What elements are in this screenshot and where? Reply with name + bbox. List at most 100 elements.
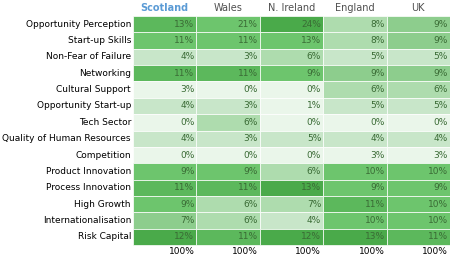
Text: Opportunity Start-up: Opportunity Start-up bbox=[36, 102, 131, 111]
Text: 0%: 0% bbox=[243, 150, 258, 160]
Text: Start-up Skills: Start-up Skills bbox=[68, 36, 131, 45]
Text: 5%: 5% bbox=[434, 52, 448, 61]
Text: 11%: 11% bbox=[238, 36, 258, 45]
Bar bbox=[387, 163, 450, 179]
Bar bbox=[196, 163, 260, 179]
Bar bbox=[260, 179, 323, 196]
Bar bbox=[260, 32, 323, 49]
Bar bbox=[260, 65, 323, 81]
Bar bbox=[323, 131, 387, 147]
Bar bbox=[387, 16, 450, 32]
Text: Opportunity Perception: Opportunity Perception bbox=[26, 20, 131, 29]
Bar bbox=[323, 32, 387, 49]
Bar bbox=[133, 196, 196, 212]
Text: 21%: 21% bbox=[238, 20, 258, 29]
Bar bbox=[260, 16, 323, 32]
Bar bbox=[323, 212, 387, 229]
Text: Non-Fear of Failure: Non-Fear of Failure bbox=[46, 52, 131, 61]
Text: High Growth: High Growth bbox=[75, 200, 131, 208]
Text: Networking: Networking bbox=[79, 69, 131, 78]
Text: 3%: 3% bbox=[370, 150, 385, 160]
Text: 10%: 10% bbox=[364, 216, 385, 225]
Bar bbox=[260, 212, 323, 229]
Text: 9%: 9% bbox=[370, 69, 385, 78]
Text: 9%: 9% bbox=[434, 36, 448, 45]
Text: 4%: 4% bbox=[180, 102, 194, 111]
Text: 0%: 0% bbox=[307, 150, 321, 160]
Bar bbox=[387, 147, 450, 163]
Bar bbox=[387, 196, 450, 212]
Bar bbox=[387, 229, 450, 245]
Text: 9%: 9% bbox=[307, 69, 321, 78]
Text: 3%: 3% bbox=[180, 85, 194, 94]
Text: 11%: 11% bbox=[238, 69, 258, 78]
Text: 8%: 8% bbox=[370, 36, 385, 45]
Bar bbox=[133, 65, 196, 81]
Text: N. Ireland: N. Ireland bbox=[268, 3, 315, 13]
Bar bbox=[133, 147, 196, 163]
Text: England: England bbox=[335, 3, 375, 13]
Bar bbox=[196, 212, 260, 229]
Text: 5%: 5% bbox=[370, 52, 385, 61]
Text: 0%: 0% bbox=[370, 118, 385, 127]
Text: 11%: 11% bbox=[428, 232, 448, 241]
Text: Product Innovation: Product Innovation bbox=[46, 167, 131, 176]
Bar bbox=[323, 16, 387, 32]
Text: 0%: 0% bbox=[434, 118, 448, 127]
Text: Quality of Human Resources: Quality of Human Resources bbox=[3, 134, 131, 143]
Text: 4%: 4% bbox=[434, 134, 448, 143]
Bar bbox=[260, 163, 323, 179]
Bar bbox=[260, 98, 323, 114]
Bar bbox=[133, 114, 196, 131]
Text: 0%: 0% bbox=[307, 118, 321, 127]
Bar bbox=[196, 114, 260, 131]
Bar bbox=[323, 65, 387, 81]
Text: 11%: 11% bbox=[174, 36, 194, 45]
Text: 4%: 4% bbox=[307, 216, 321, 225]
Text: Process Innovation: Process Innovation bbox=[46, 183, 131, 192]
Text: Cultural Support: Cultural Support bbox=[56, 85, 131, 94]
Text: 6%: 6% bbox=[243, 200, 258, 208]
Text: 3%: 3% bbox=[243, 102, 258, 111]
Bar bbox=[323, 81, 387, 98]
Text: 5%: 5% bbox=[307, 134, 321, 143]
Text: Scotland: Scotland bbox=[141, 3, 189, 13]
Bar bbox=[387, 179, 450, 196]
Text: 12%: 12% bbox=[175, 232, 194, 241]
Bar bbox=[196, 229, 260, 245]
Bar bbox=[387, 131, 450, 147]
Bar bbox=[196, 98, 260, 114]
Bar bbox=[387, 212, 450, 229]
Bar bbox=[133, 49, 196, 65]
Bar bbox=[133, 131, 196, 147]
Text: 100%: 100% bbox=[295, 248, 321, 256]
Text: 0%: 0% bbox=[243, 85, 258, 94]
Bar bbox=[260, 229, 323, 245]
Text: 24%: 24% bbox=[302, 20, 321, 29]
Text: 9%: 9% bbox=[434, 20, 448, 29]
Text: 11%: 11% bbox=[174, 69, 194, 78]
Bar bbox=[196, 16, 260, 32]
Bar bbox=[196, 147, 260, 163]
Bar bbox=[323, 163, 387, 179]
Bar bbox=[260, 196, 323, 212]
Text: 13%: 13% bbox=[174, 20, 194, 29]
Text: 6%: 6% bbox=[243, 216, 258, 225]
Text: 11%: 11% bbox=[364, 200, 385, 208]
Bar bbox=[196, 32, 260, 49]
Bar bbox=[133, 81, 196, 98]
Text: UK: UK bbox=[412, 3, 425, 13]
Bar bbox=[260, 147, 323, 163]
Text: 9%: 9% bbox=[180, 167, 194, 176]
Bar bbox=[196, 49, 260, 65]
Bar bbox=[133, 98, 196, 114]
Bar bbox=[196, 65, 260, 81]
Bar bbox=[260, 49, 323, 65]
Text: 6%: 6% bbox=[307, 167, 321, 176]
Text: 11%: 11% bbox=[238, 232, 258, 241]
Text: 4%: 4% bbox=[370, 134, 385, 143]
Text: Tech Sector: Tech Sector bbox=[79, 118, 131, 127]
Text: 4%: 4% bbox=[180, 52, 194, 61]
Text: 100%: 100% bbox=[359, 248, 385, 256]
Bar bbox=[387, 65, 450, 81]
